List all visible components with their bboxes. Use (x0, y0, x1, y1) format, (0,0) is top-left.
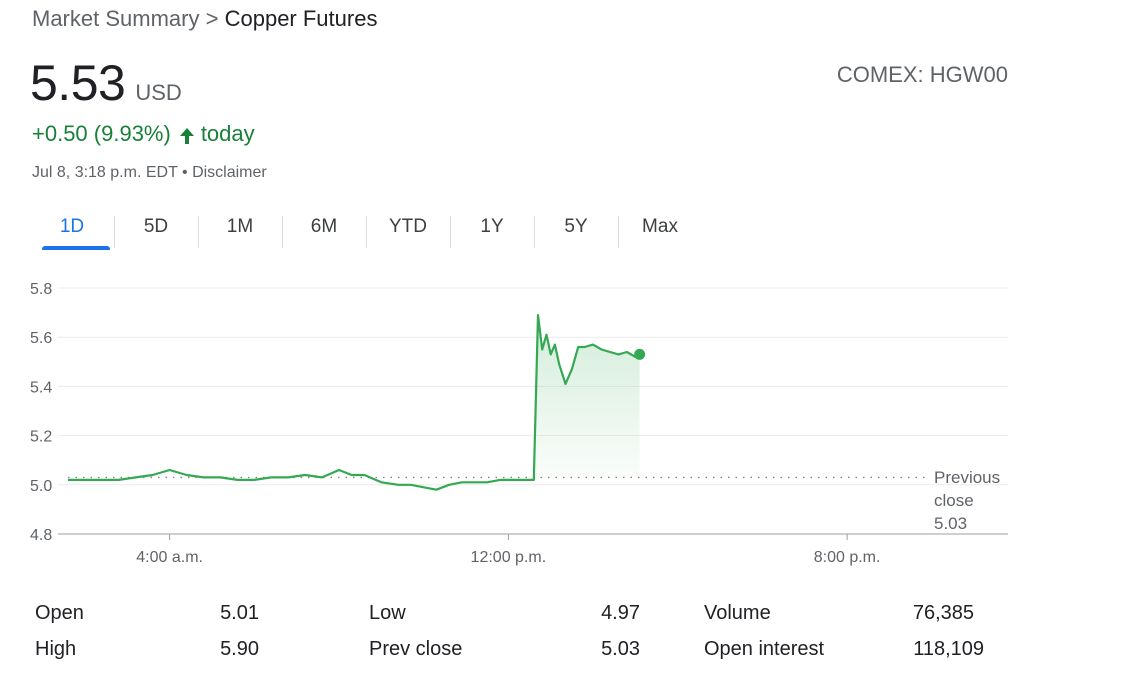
tab-6m[interactable]: 6M (282, 216, 366, 250)
price-series-line (68, 314, 641, 491)
breadcrumb-current: Copper Futures (224, 6, 378, 31)
y-tick-label: 5.6 (30, 330, 52, 347)
breadcrumb: Market Summary > Copper Futures (32, 6, 377, 32)
y-tick-label: 5.4 (30, 379, 52, 396)
stat-label-volume: Volume (704, 602, 771, 624)
stat-value-low: 4.97 (601, 602, 640, 624)
previous-close-label: Previous close 5.03 (934, 468, 1000, 533)
previous-close-label-line: close (934, 491, 974, 510)
disclaimer-link[interactable]: Disclaimer (192, 164, 267, 181)
last-price-point[interactable] (634, 348, 646, 360)
stats-table: Open 5.01 High 5.90 Low 4.97 Prev close … (0, 596, 1124, 676)
price-change: +0.50 (9.93%) today (32, 121, 255, 147)
y-tick-label: 5.8 (30, 281, 52, 298)
y-tick-label: 4.8 (30, 527, 52, 544)
previous-close-label-line: 5.03 (934, 514, 967, 533)
quote-price-row: 5.53 USD (30, 54, 182, 112)
stat-label-low: Low (369, 602, 406, 624)
stat-value-high: 5.90 (220, 638, 259, 660)
previous-close-label-line: Previous (934, 468, 1000, 487)
breadcrumb-parent[interactable]: Market Summary (32, 6, 200, 31)
price-currency: USD (135, 80, 182, 105)
x-tick-label: 4:00 a.m. (136, 549, 203, 566)
x-tick-label: 8:00 p.m. (814, 549, 881, 566)
quote-meta: Jul 8, 3:18 p.m. EDT • Disclaimer (32, 164, 267, 182)
tab-1y[interactable]: 1Y (450, 216, 534, 250)
stat-label-open: Open (35, 602, 84, 624)
price-change-period: today (200, 121, 255, 146)
stat-label-open-interest: Open interest (704, 638, 825, 660)
tab-1m[interactable]: 1M (198, 216, 282, 250)
price-chart[interactable]: 5.8 5.6 5.4 5.2 5.0 4.8 4:00 a.m. 12:00 p.m. 8:0… (0, 262, 1124, 572)
tab-5d[interactable]: 5D (114, 216, 198, 250)
stat-label-high: High (35, 638, 77, 660)
x-tick-label: 12:00 p.m. (471, 549, 547, 566)
arrow-up-icon (179, 125, 195, 144)
quote-timestamp: Jul 8, 3:18 p.m. EDT (32, 164, 178, 181)
y-tick-label: 5.0 (30, 478, 52, 495)
tab-max[interactable]: Max (618, 216, 702, 250)
price-change-value: +0.50 (9.93%) (32, 121, 171, 146)
y-tick-label: 5.2 (30, 429, 52, 446)
breadcrumb-separator: > (205, 6, 219, 31)
stat-value-prev-close: 5.03 (601, 638, 640, 660)
tab-ytd[interactable]: YTD (366, 216, 450, 250)
tab-5y[interactable]: 5Y (534, 216, 618, 250)
stat-value-volume: 76,385 (912, 602, 974, 624)
stat-label-prev-close: Prev close (369, 638, 463, 660)
exchange-ticker: COMEX: HGW00 (836, 62, 1008, 87)
range-tabs: 1D 5D 1M 6M YTD 1Y 5Y Max (30, 216, 702, 250)
meta-separator: • (182, 164, 188, 181)
stat-value-open: 5.01 (220, 602, 259, 624)
current-price: 5.53 (30, 55, 126, 111)
price-area-fill (533, 315, 640, 480)
stat-value-open-interest: 118,109 (913, 638, 984, 660)
tab-1d[interactable]: 1D (30, 216, 114, 250)
